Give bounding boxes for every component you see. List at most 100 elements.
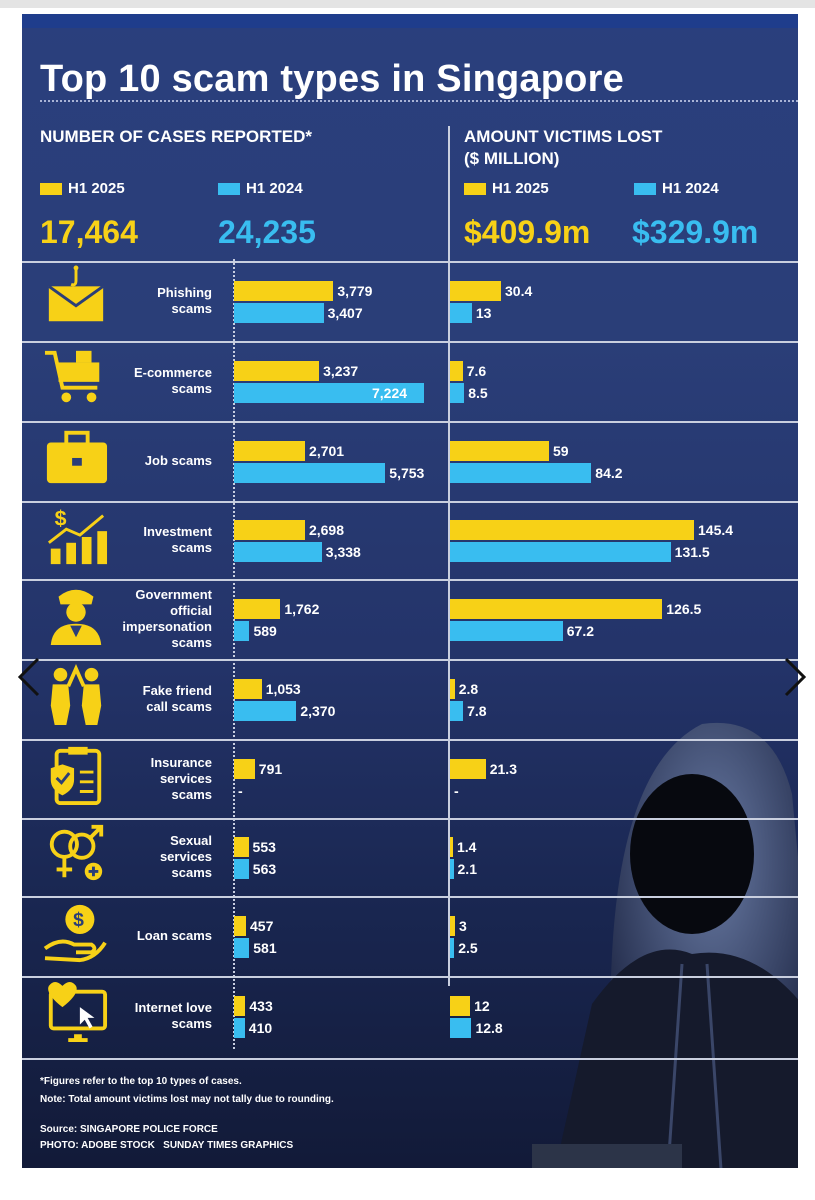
loss-value-label-h1-2024: 7.8 (467, 703, 487, 719)
cases-bar-h1-2024 (234, 542, 322, 562)
row-divider (22, 1058, 798, 1060)
cases-value-label-h1-2024: 7,224 (372, 385, 408, 401)
loss-value-label-h1-2024: 8.5 (468, 385, 488, 401)
source-note: Source: SINGAPORE POLICE FORCE (40, 1124, 218, 1135)
loss-bar-h1-2024 (450, 383, 465, 403)
category-label: Sexual services scams (92, 833, 212, 881)
loss-bar-h1-2025 (450, 996, 471, 1016)
cases-value-label-h1-2024: 410 (248, 1020, 273, 1036)
loss-value-label-h1-2025: 30.4 (505, 283, 533, 299)
loss-legend-2024: H1 2024 (634, 180, 719, 197)
category-label: Loan scams (92, 928, 212, 944)
infographic-title: Top 10 scam types in Singapore (40, 58, 624, 100)
category-label-line: Insurance (150, 754, 212, 770)
loss-heading: AMOUNT VICTIMS LOST ($ MILLION) (464, 126, 662, 170)
cases-total-2024: 24,235 (218, 214, 316, 250)
hooded-hacker-photo (532, 722, 798, 1168)
row-divider (22, 501, 798, 503)
loss-value-label-h1-2025: 3 (459, 918, 467, 934)
category-label: Fake friend call scams (92, 683, 212, 715)
previous-arrow-icon[interactable] (14, 655, 44, 699)
loss-bar-h1-2024 (450, 463, 592, 483)
category-label: E-commerce scams (92, 365, 212, 397)
title-divider (40, 100, 798, 102)
cases-value-label-h1-2024: 589 (253, 623, 277, 639)
row-divider (22, 739, 798, 741)
category-label-line: scams (171, 540, 212, 555)
cases-bar-h1-2024 (234, 859, 249, 879)
loss-value-label-h1-2024: 12.8 (475, 1020, 503, 1036)
row-divider (22, 818, 798, 820)
cases-legend-2025-label: H1 2025 (68, 180, 125, 197)
loss-legend-2025-label: H1 2025 (492, 180, 549, 197)
insurance-clipboard-icon (50, 746, 102, 805)
cases-heading: NUMBER OF CASES REPORTED* (40, 127, 313, 146)
loss-bar-h1-2024 (450, 859, 454, 879)
loss-bar-h1-2024 (450, 303, 472, 323)
cases-legend-2024: H1 2024 (218, 180, 303, 197)
loss-bar-h1-2025 (450, 916, 456, 936)
loss-value-label-h1-2025: 12 (474, 998, 490, 1014)
friends-icon (50, 664, 102, 726)
loss-total-2025: $409.9m (464, 214, 591, 250)
loss-value-label-h1-2024: 84.2 (595, 465, 623, 481)
loss-value-label-h1-2024: 2.5 (458, 940, 478, 956)
cases-bar-h1-2025 (234, 520, 305, 540)
cases-legend-2025: H1 2025 (40, 180, 125, 197)
loss-bar-h1-2025 (450, 281, 501, 301)
category-label: Investment scams (92, 524, 212, 556)
category-label-line: Investment (143, 524, 212, 539)
loss-value-label-h1-2024: 67.2 (566, 623, 595, 639)
cases-value-label-h1-2025: 2,701 (309, 443, 345, 459)
category-label-line: scams (171, 635, 212, 650)
category-label-line: Job scams (144, 453, 212, 468)
cases-value-label-h1-2024: 2,370 (300, 703, 336, 719)
loss-bar-h1-2025 (450, 599, 663, 619)
cases-value-label-h1-2025: 433 (249, 998, 273, 1014)
category-label-line: services (159, 770, 212, 786)
loss-value-label-h1-2025: 126.5 (666, 601, 702, 617)
category-label-line: Phishing (157, 285, 212, 300)
cases-value-label-h1-2025: 791 (258, 760, 283, 777)
loss-value-label-h1-2024: 2.1 (457, 861, 477, 877)
shopping-cart-icon (44, 350, 100, 403)
category-label-line: scams (171, 1016, 212, 1031)
category-label: Government official impersonation scams (92, 587, 212, 651)
loss-heading-line2: ($ MILLION) (464, 149, 560, 168)
cases-value-label-h1-2025: 3,237 (323, 363, 359, 379)
loan-hand-icon: $ (43, 904, 107, 963)
cases-bar-h1-2025 (234, 281, 334, 301)
svg-text:$: $ (55, 506, 67, 530)
briefcase-icon (46, 430, 108, 484)
category-label-line: Fake friend (142, 683, 212, 698)
category-label: Insurance services scams (92, 755, 212, 803)
cases-bar-h1-2024 (234, 303, 324, 323)
cases-value-label-h1-2024: - (238, 782, 243, 799)
svg-text:$: $ (73, 909, 84, 931)
next-arrow-icon[interactable] (780, 655, 810, 699)
loss-value-label-h1-2025: 145.4 (698, 522, 734, 538)
loss-value-label-h1-2025: 1.4 (457, 839, 477, 855)
cases-value-label-h1-2025: 2,698 (308, 522, 344, 538)
legend-swatch-2024 (218, 182, 240, 195)
cases-bar-h1-2024 (234, 938, 250, 958)
cases-value-label-h1-2025: 457 (250, 918, 274, 934)
row-divider (22, 421, 798, 423)
cases-axis-dotted (233, 259, 235, 1049)
cases-bar-h1-2024 (234, 701, 297, 721)
loss-value-label-h1-2024: 131.5 (674, 544, 710, 560)
top-page-strip (0, 0, 815, 8)
row-divider (22, 579, 798, 581)
loss-bar-h1-2025 (450, 679, 455, 699)
cases-bar-h1-2025 (234, 361, 320, 381)
cases-value-label-h1-2024: 581 (253, 940, 277, 956)
category-label-line: scams (171, 786, 212, 802)
loss-bar-h1-2025 (450, 837, 453, 857)
category-label-line: scams (171, 301, 212, 316)
loss-legend-2025: H1 2025 (464, 180, 549, 197)
cases-value-label-h1-2025: 1,053 (265, 681, 301, 697)
rounding-note: Note: Total amount victims lost may not … (40, 1094, 334, 1105)
cases-bar-h1-2025 (234, 916, 247, 936)
loss-bar-h1-2025 (450, 758, 486, 779)
loss-bar-h1-2024 (450, 938, 455, 958)
